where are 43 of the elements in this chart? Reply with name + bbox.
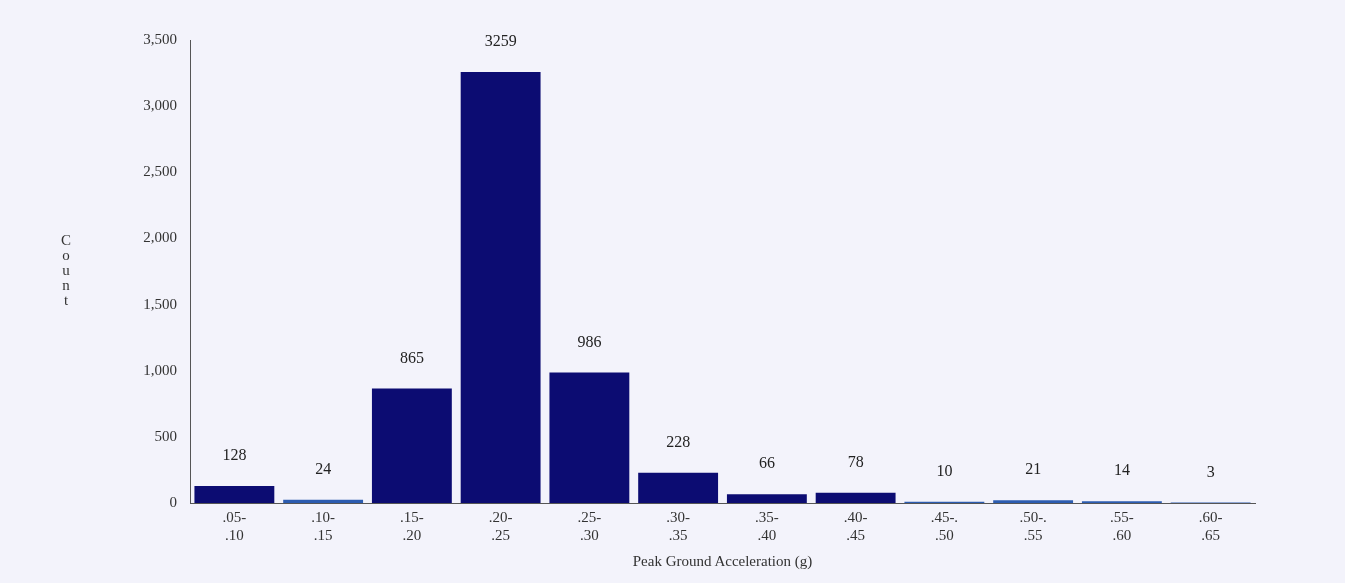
data-label: 21 xyxy=(1025,460,1042,478)
data-label: 24 xyxy=(315,460,332,478)
bar xyxy=(371,388,452,503)
y-tick-label: 3,000 xyxy=(143,97,177,114)
x-tick-label: .40- .45 xyxy=(843,508,868,543)
x-axis-title: Peak Ground Acceleration (g) xyxy=(632,552,813,570)
data-label: 66 xyxy=(758,454,775,472)
bar xyxy=(638,472,719,503)
x-tick-label: .25- .30 xyxy=(577,508,602,543)
x-tick-label: .15- .20 xyxy=(400,508,424,543)
x-tick-label: .55- .60 xyxy=(1110,508,1134,543)
y-tick-label: 0 xyxy=(169,493,177,510)
x-tick-label: .45-. .50 xyxy=(930,508,959,543)
data-label: 3 xyxy=(1206,462,1215,480)
bar xyxy=(726,494,807,503)
bar xyxy=(460,71,541,503)
bar xyxy=(549,372,630,503)
y-tick-label: 2,000 xyxy=(143,229,177,246)
y-axis-title: Count xyxy=(60,232,72,309)
x-tick-label: .05- .10 xyxy=(222,508,247,543)
data-label: 865 xyxy=(399,348,424,366)
y-tick-label: 1,000 xyxy=(143,361,177,378)
y-tick-label: 1,500 xyxy=(143,295,177,312)
data-label: 228 xyxy=(666,433,691,451)
bar xyxy=(993,500,1074,503)
x-tick-label: .20- .25 xyxy=(488,508,513,543)
x-tick-label: .50-. .55 xyxy=(1019,508,1047,543)
data-label: 14 xyxy=(1113,461,1130,479)
y-tick-label: 3,500 xyxy=(143,30,177,47)
data-label: 3259 xyxy=(484,32,517,50)
y-tick-label: 500 xyxy=(154,427,177,444)
x-tick-label: .35- .40 xyxy=(755,508,779,543)
y-tick-label: 2,500 xyxy=(143,163,177,180)
x-tick-label: .60- .65 xyxy=(1198,508,1223,543)
data-label: 78 xyxy=(847,452,864,470)
data-label: 986 xyxy=(577,332,602,350)
bar xyxy=(194,486,275,503)
x-tick-label: .10- .15 xyxy=(311,508,335,543)
bar xyxy=(815,492,896,503)
x-tick-label: .30- .35 xyxy=(666,508,690,543)
bar xyxy=(283,499,364,503)
data-label: 128 xyxy=(222,446,247,464)
data-label: 10 xyxy=(936,461,953,479)
